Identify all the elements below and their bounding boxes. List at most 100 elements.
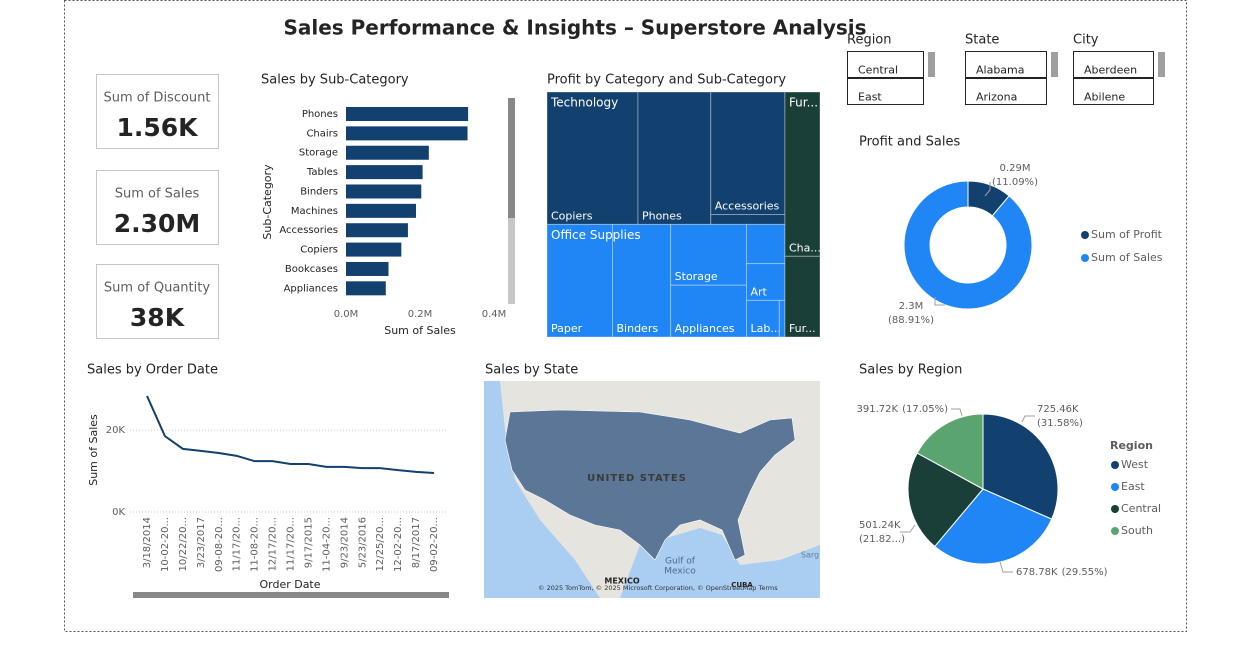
slicer-item-label: Arizona	[976, 91, 1017, 104]
y-tick-label: Bookcases	[285, 264, 338, 275]
data-label: 0.29M (11.09%)	[992, 163, 1038, 188]
y-tick-label: 20K	[106, 425, 126, 436]
slicer-item[interactable]	[965, 51, 1047, 78]
bar	[346, 107, 469, 121]
x-tick-label: 09-08-20...	[214, 517, 225, 572]
slicer-scrollbar	[1158, 52, 1165, 77]
map-label: Gulf of	[665, 557, 696, 567]
x-tick-label: 0.0M	[334, 309, 359, 320]
bar	[346, 281, 386, 296]
map-region	[504, 409, 796, 561]
percent-label: (29.55%)	[1062, 567, 1108, 578]
tile-label: Cha...	[789, 241, 821, 254]
group-label: Office Supplies	[551, 228, 641, 242]
value-label: 0.29M	[1000, 163, 1031, 174]
card	[96, 74, 219, 149]
tile-label: Phones	[642, 209, 682, 222]
tile-label: Paper	[551, 322, 583, 335]
x-tick-label: 8/17/2017	[411, 517, 422, 568]
treemap-tile	[784, 255, 821, 338]
map-label: CUBA	[731, 581, 753, 589]
y-tick-label: Accessories	[279, 225, 338, 236]
x-tick-label: 0.2M	[408, 309, 433, 320]
legend-marker	[1081, 231, 1089, 239]
data-label: 501.24K (21.82...)	[859, 520, 905, 545]
scrollbar	[133, 592, 449, 598]
chart-title: Sales by Region	[859, 363, 962, 378]
slicer-title: State	[965, 33, 999, 48]
card-label: Sum of Quantity	[104, 281, 210, 296]
map-attribution: © 2025 TomTom, © 2025 Microsoft Corporat…	[538, 584, 778, 592]
x-tick-label: 11-08-20...	[250, 517, 261, 572]
x-tick-label: 5/23/2016	[357, 517, 368, 568]
chart-title: Sales by Order Date	[87, 363, 218, 378]
tile-label: Accessories	[715, 200, 780, 213]
treemap-tile	[778, 299, 786, 338]
bar	[346, 165, 423, 180]
bar	[346, 223, 408, 238]
card-value: 2.30M	[114, 209, 201, 238]
legend-marker	[1111, 527, 1119, 535]
value-label: 725.46K	[1037, 404, 1079, 415]
y-tick-label: Chairs	[306, 128, 338, 139]
card-label: Sum of Sales	[115, 187, 200, 202]
x-tick-label: 3/23/2017	[196, 517, 207, 568]
legend-marker	[1081, 254, 1089, 262]
legend-title: Region	[1110, 439, 1153, 452]
percent-label: (31.58%)	[1037, 418, 1083, 429]
slicer-item[interactable]	[847, 78, 924, 105]
treemap-tile	[745, 223, 786, 265]
bar	[346, 126, 468, 141]
treemap-tile	[546, 223, 614, 338]
slicer-item[interactable]	[1073, 51, 1154, 78]
tile-label: Lab...	[750, 322, 780, 335]
slicer-item[interactable]	[965, 78, 1047, 105]
tile-label: Art	[750, 285, 767, 298]
chart-title: Sales by State	[485, 363, 578, 378]
line	[146, 395, 435, 475]
value-label: 391.72K	[857, 404, 899, 415]
map-water	[620, 528, 820, 598]
tile-label: Storage	[675, 270, 718, 283]
data-label: 391.72K (17.05%)	[857, 404, 949, 415]
tile-label: Appliances	[675, 322, 735, 335]
x-tick-label: 10-02-20...	[160, 517, 171, 572]
dashboard-title: Sales Performance & Insights – Superstor…	[283, 16, 866, 40]
scrollbar-thumb	[508, 98, 515, 218]
slicer-title: Region	[847, 33, 892, 48]
treemap-tile	[710, 214, 786, 225]
tile-label: Copiers	[551, 209, 593, 222]
slicer-scrollbar	[1051, 52, 1058, 77]
slicer-item[interactable]	[847, 51, 924, 78]
legend-label: Sum of Sales	[1091, 251, 1163, 264]
map-label: UNITED STATES	[587, 473, 687, 484]
page-border	[64, 0, 1187, 632]
slicer-item[interactable]	[1073, 78, 1154, 105]
legend-label: Central	[1121, 502, 1161, 515]
y-tick-label: 0K	[112, 507, 125, 518]
group-label: Technology	[550, 96, 618, 110]
leader-line	[999, 561, 1013, 573]
treemap-tile	[546, 91, 639, 225]
x-tick-label: 11-04-20...	[321, 517, 332, 572]
data-label: 678.78K (29.55%)	[1016, 567, 1108, 578]
legend-marker	[1111, 505, 1119, 513]
value-label: 501.24K	[859, 520, 901, 531]
leader-line	[934, 297, 945, 306]
percent-label: (88.91%)	[888, 315, 934, 326]
card	[96, 264, 219, 339]
card-value: 38K	[130, 303, 186, 332]
y-tick-label: Copiers	[300, 245, 338, 256]
leader-line	[984, 182, 991, 197]
legend-label: East	[1121, 480, 1145, 493]
bar	[346, 145, 429, 160]
y-tick-label: Phones	[302, 109, 338, 120]
percent-label: (21.82...)	[859, 534, 905, 545]
y-tick-label: Storage	[299, 148, 338, 159]
treemap-tile	[745, 299, 780, 338]
y-tick-label: Tables	[306, 167, 338, 178]
leader-line	[1021, 415, 1035, 423]
treemap-tile	[710, 91, 786, 216]
slicer-item-label: Alabama	[976, 64, 1025, 77]
